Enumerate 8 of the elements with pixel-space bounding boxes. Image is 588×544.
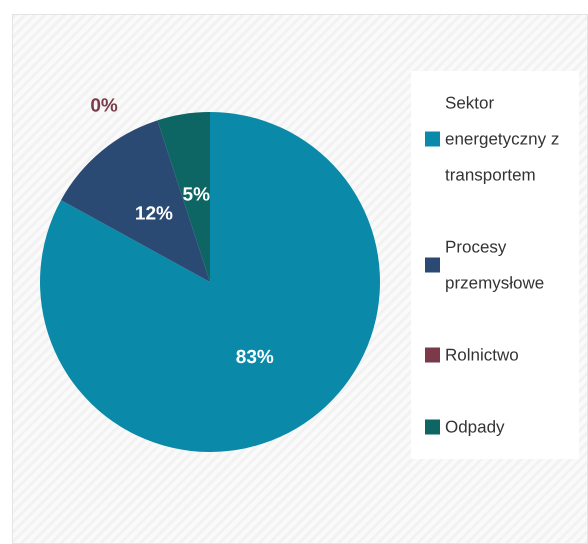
legend-label: Procesy przemysłowe	[445, 238, 544, 292]
legend-label: Odpady	[445, 418, 506, 436]
legend-label: Sektor energetyczny z transportem	[445, 94, 564, 184]
text: 0%	[90, 96, 118, 117]
data-label: 5%	[182, 184, 210, 206]
legend-label: Rolnictwo	[445, 346, 519, 364]
data-label: 12%	[134, 204, 174, 225]
data-label: 83%	[236, 347, 274, 368]
